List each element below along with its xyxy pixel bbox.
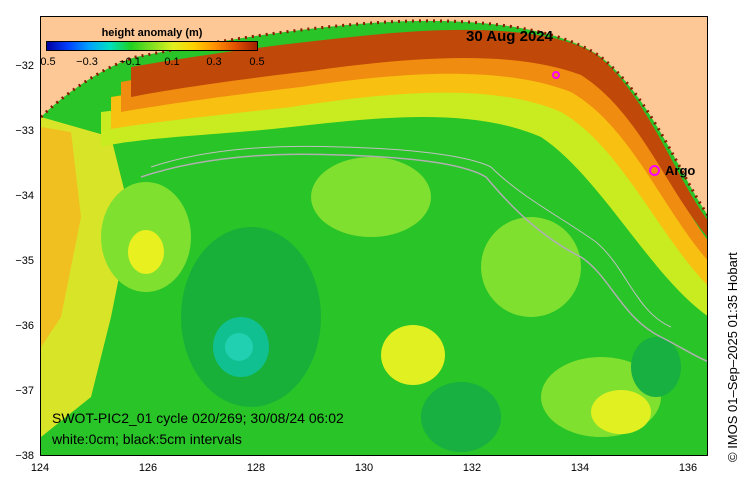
x-tick-label: 134 — [570, 462, 590, 474]
caption-swath-info: SWOT-PIC2_01 cycle 020/269; 30/08/24 06:… — [52, 410, 344, 426]
y-tick-label: −34 — [15, 190, 34, 202]
x-tick-label: 126 — [138, 462, 158, 474]
colorbar-tick: 0.5 — [40, 56, 56, 68]
colorbar-tick: 0.1 — [164, 56, 180, 68]
y-tick-label: −36 — [15, 320, 34, 332]
x-tick-label: 130 — [354, 462, 374, 474]
dark-green-patch-2 — [421, 382, 501, 452]
colorbar-tick: −0.3 — [76, 56, 98, 68]
x-tick-label: 132 — [462, 462, 482, 474]
dark-green-patch-3 — [631, 337, 681, 397]
y-tick-label: −38 — [15, 450, 34, 462]
land — [41, 17, 707, 214]
y-tick-label: −32 — [15, 60, 34, 72]
yellow-patch-2 — [591, 390, 651, 434]
teal-eddy-core — [225, 333, 253, 361]
colorbar-tick: 0.5 — [249, 56, 265, 68]
height-anomaly-map — [41, 17, 707, 455]
map-frame — [40, 16, 708, 456]
coastal-band-yellow — [101, 69, 707, 316]
west-orange-band — [41, 127, 81, 347]
y-tick-label: −35 — [15, 255, 34, 267]
dark-green-patch-1 — [181, 227, 321, 407]
credit-label: © IMOS 01–Sep–2025 01:35 Hobart — [725, 252, 740, 462]
colorbar-tick: −0.1 — [119, 56, 141, 68]
x-tick-label: 124 — [30, 462, 50, 474]
argo-legend-text: Argo — [665, 163, 696, 178]
colorbar-tick: 0.3 — [206, 56, 222, 68]
bathymetry-contour-2 — [150, 145, 672, 328]
yellow-patch-1 — [381, 325, 445, 385]
colorbar-title: height anomaly (m) — [101, 27, 203, 39]
y-tick-label: −33 — [15, 125, 34, 137]
argo-float-coast — [552, 71, 560, 79]
light-green-patch-3 — [481, 217, 581, 317]
x-tick-label: 128 — [246, 462, 266, 474]
bathymetry-contour — [140, 153, 707, 362]
argo-legend: Argo — [649, 163, 695, 178]
light-green-patch-2 — [311, 157, 431, 237]
y-tick-label: −37 — [15, 385, 34, 397]
argo-marker-icon — [649, 165, 660, 176]
colorbar — [46, 41, 258, 51]
caption-contour-info: white:0cm; black:5cm intervals — [52, 431, 242, 447]
date-label: 30 Aug 2024 — [466, 28, 553, 45]
x-tick-label: 136 — [678, 462, 698, 474]
yellow-patch-3 — [128, 230, 164, 274]
